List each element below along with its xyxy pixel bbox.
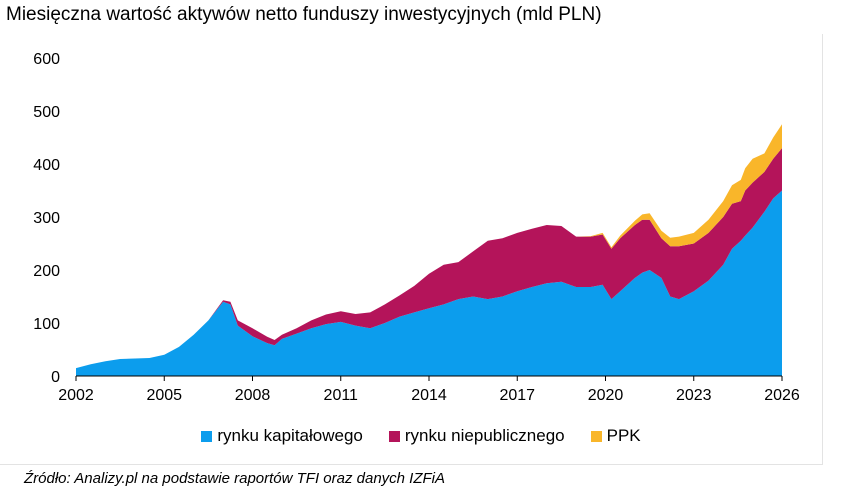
x-tick-label: 2023 [676,387,712,404]
legend-swatch-ppk [590,430,602,442]
x-tick-label: 2026 [764,387,800,404]
x-tick-label: 2014 [411,387,447,404]
legend-item-ppk: PPK [590,426,641,446]
axes-layer: 2002 2005 2008 2011 2014 2017 2020 2023 2026 0 100… [33,51,800,404]
y-tick-label: 200 [33,263,60,280]
y-tick-label: 0 [51,369,60,386]
x-tick-label: 2002 [58,387,94,404]
x-tick-label: 2011 [324,387,359,404]
legend-swatch-kapitalowy [201,430,213,442]
y-tick-label: 100 [33,316,60,333]
x-tick-label: 2020 [588,387,624,404]
area-series-niepubliczny [76,148,782,369]
area-layer [76,124,782,376]
y-tick-label: 500 [33,104,60,121]
x-tick-label: 2005 [146,387,182,404]
source-note: Źródło: Analizy.pl na podstawie raportów… [24,470,446,487]
chart-frame: 2002 2005 2008 2011 2014 2017 2020 2023 2026 0 100… [0,34,823,465]
legend-label-kapitalowy: rynku kapitałowego [217,426,363,445]
x-tick-label: 2008 [235,387,271,404]
stacked-area-chart: 2002 2005 2008 2011 2014 2017 2020 2023 2026 0 100… [33,51,800,404]
y-tick-label: 300 [33,210,60,227]
y-tick-label: 600 [33,51,60,68]
legend-item-niepubliczny: rynku niepublicznego [388,426,565,446]
chart-title: Miesięczna wartość aktywów netto fundusz… [6,4,602,25]
legend-swatch-niepubliczny [388,430,400,442]
legend: rynku kapitałowego rynku niepublicznego … [0,426,842,446]
legend-item-kapitalowy: rynku kapitałowego [201,426,363,446]
x-tick-label: 2017 [499,387,535,404]
legend-label-ppk: PPK [606,426,641,445]
y-tick-label: 400 [33,157,60,174]
area-series-kapitalowy [76,190,782,376]
legend-label-niepubliczny: rynku niepublicznego [404,426,565,445]
